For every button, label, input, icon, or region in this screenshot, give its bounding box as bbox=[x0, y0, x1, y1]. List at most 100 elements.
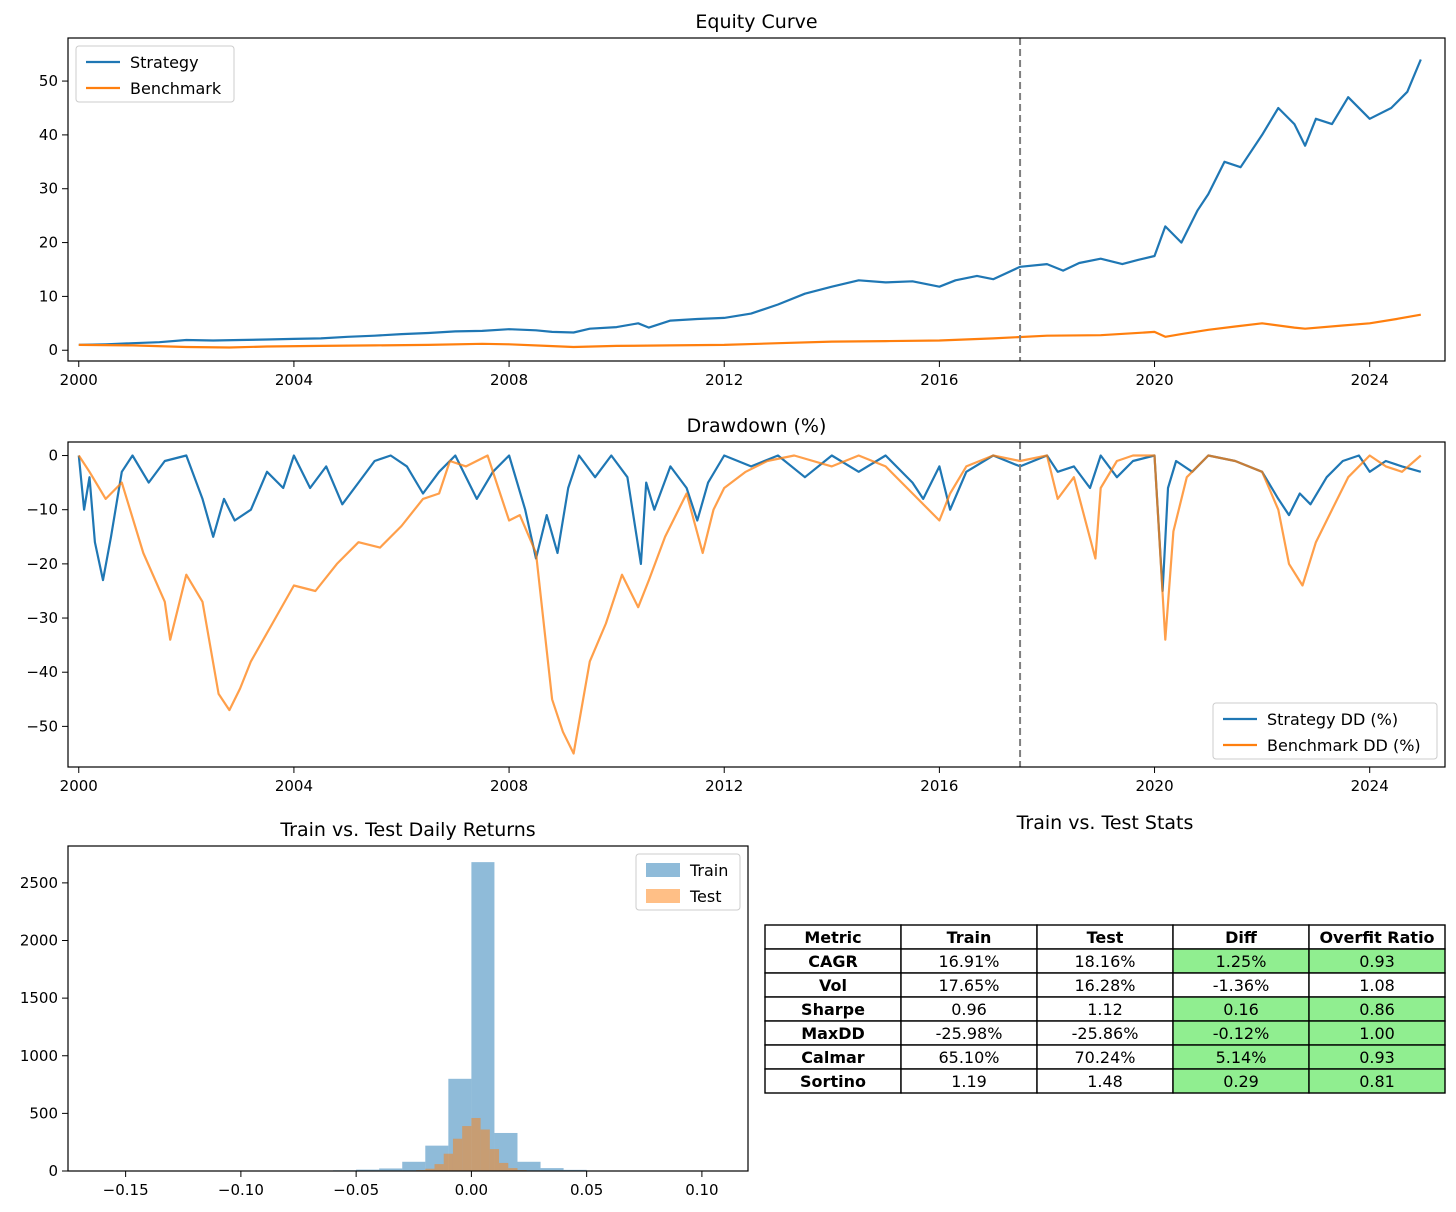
plot-frame bbox=[67, 37, 1446, 362]
y-tick-label: 30 bbox=[39, 180, 58, 198]
x-tick-label: 2024 bbox=[1351, 777, 1389, 795]
legend: Strategy DD (%) Benchmark DD (%) bbox=[1212, 702, 1438, 760]
table-cell-text: 17.65% bbox=[938, 976, 999, 995]
x-tick-label: 2000 bbox=[60, 371, 98, 389]
legend-label: Benchmark DD (%) bbox=[1267, 736, 1421, 755]
x-tick-label: −0.15 bbox=[103, 1181, 149, 1199]
hist-bar-test bbox=[489, 1149, 500, 1171]
x-tick-label: −0.05 bbox=[333, 1181, 379, 1199]
hist-bar-test bbox=[452, 1138, 463, 1171]
hist-bar-test bbox=[434, 1164, 444, 1171]
y-tick-label: 50 bbox=[39, 72, 58, 90]
y-tick-label: 2500 bbox=[20, 874, 58, 892]
legend-label: Strategy DD (%) bbox=[1267, 710, 1398, 729]
table-header-text: Overfit Ratio bbox=[1319, 928, 1434, 947]
x-tick-label: 2012 bbox=[705, 371, 743, 389]
table-header-cell bbox=[764, 924, 902, 950]
table-cell bbox=[1172, 1020, 1310, 1046]
table-cell-text: 65.10% bbox=[938, 1048, 999, 1067]
y-tick-label: 2000 bbox=[20, 932, 58, 950]
x-tick-label: 0.10 bbox=[685, 1181, 718, 1199]
y-tick-label: −30 bbox=[26, 609, 58, 627]
table-cell bbox=[1172, 1044, 1310, 1070]
series-line-benchmark-dd- bbox=[77, 454, 1422, 755]
x-tick-label: 0.05 bbox=[570, 1181, 603, 1199]
hist-bar-train bbox=[379, 1168, 403, 1171]
table-cell bbox=[900, 1068, 1038, 1094]
y-tick-label: 1500 bbox=[20, 989, 58, 1007]
table-header-text: Metric bbox=[804, 928, 861, 947]
table-title: Train vs. Test Stats bbox=[1016, 812, 1194, 834]
table-cell-text: 0.86 bbox=[1359, 1000, 1395, 1019]
hist-bar-train bbox=[540, 1168, 564, 1171]
x-tick-label: 2016 bbox=[920, 777, 958, 795]
y-tick-label: 0 bbox=[48, 447, 58, 465]
x-tick-label: 2012 bbox=[705, 777, 743, 795]
hist-bar-test bbox=[443, 1153, 453, 1171]
table-cell-text: 16.91% bbox=[938, 952, 999, 971]
hist-bar-train bbox=[517, 1161, 541, 1171]
table-header-text: Train bbox=[947, 928, 992, 947]
legend-box bbox=[1212, 702, 1438, 760]
table-cell-text: 70.24% bbox=[1074, 1048, 1135, 1067]
stats-table: Train vs. Test Stats Metric Train Test Diff O… bbox=[764, 812, 1446, 1094]
legend: Strategy Benchmark bbox=[75, 45, 235, 103]
y-tick-label: −40 bbox=[26, 663, 58, 681]
x-tick-label: 2008 bbox=[490, 371, 528, 389]
y-tick-label: 10 bbox=[39, 287, 58, 305]
table-cell-text: 0.16 bbox=[1223, 1000, 1259, 1019]
table-cell-text: 1.25% bbox=[1216, 952, 1267, 971]
legend-label: Test bbox=[689, 887, 722, 906]
y-tick-label: 500 bbox=[29, 1104, 58, 1122]
x-tick-label: 2020 bbox=[1135, 371, 1173, 389]
x-tick-label: 2008 bbox=[490, 777, 528, 795]
x-tick-label: 2004 bbox=[275, 371, 313, 389]
chart-3: Train vs. Test Daily Returns −0.15 −0.10 −0… bbox=[20, 819, 749, 1199]
hist-bar-train bbox=[402, 1161, 426, 1171]
table-cell bbox=[1308, 1044, 1446, 1070]
table-cell-text: 16.28% bbox=[1074, 976, 1135, 995]
hist-bar-train bbox=[356, 1169, 380, 1171]
table-cell-text: CAGR bbox=[808, 952, 858, 971]
series-line-benchmark bbox=[78, 313, 1421, 349]
plot-frame bbox=[67, 845, 749, 1172]
table-cell-text: -1.36% bbox=[1213, 976, 1270, 995]
hist-bar-train bbox=[494, 1132, 518, 1171]
x-tick-label: −0.10 bbox=[218, 1181, 264, 1199]
chart-2: Drawdown (%) 2000 2004 2008 2012 2016 2020 2024… bbox=[26, 415, 1446, 795]
table-header-cell bbox=[900, 924, 1038, 950]
x-tick-label: 0.00 bbox=[455, 1181, 488, 1199]
table-cell-text: 0.93 bbox=[1359, 952, 1395, 971]
table-cell bbox=[1308, 996, 1446, 1022]
x-tick-label: 2020 bbox=[1135, 777, 1173, 795]
table-cell-text: 1.08 bbox=[1359, 976, 1395, 995]
table-cell-text: Sortino bbox=[800, 1072, 866, 1091]
y-tick-label: 0 bbox=[48, 1162, 58, 1180]
y-tick-label: 40 bbox=[39, 126, 58, 144]
chart-title: Drawdown (%) bbox=[687, 415, 827, 437]
series-line-strategy-dd- bbox=[77, 454, 1422, 593]
y-tick-label: −20 bbox=[26, 555, 58, 573]
table-cell bbox=[764, 996, 902, 1022]
table-cell-text: 0.81 bbox=[1359, 1072, 1395, 1091]
table-cell bbox=[1036, 948, 1174, 974]
table-cell-text: Calmar bbox=[801, 1048, 864, 1067]
table-cell bbox=[1172, 1068, 1310, 1094]
x-tick-label: 2004 bbox=[275, 777, 313, 795]
table-cell-text: 18.16% bbox=[1074, 952, 1135, 971]
chart-title: Train vs. Test Daily Returns bbox=[279, 819, 535, 841]
table-cell bbox=[1308, 1068, 1446, 1094]
plot-frame bbox=[67, 441, 1446, 768]
table-cell-text: 1.00 bbox=[1359, 1024, 1395, 1043]
series-line-strategy bbox=[78, 59, 1422, 346]
chart-title: Equity Curve bbox=[695, 11, 817, 33]
hist-bar-test bbox=[462, 1126, 472, 1171]
table-cell-text: -0.12% bbox=[1213, 1024, 1270, 1043]
table-cell-text: MaxDD bbox=[801, 1024, 865, 1043]
table-cell bbox=[900, 972, 1038, 998]
table-cell-text: Sharpe bbox=[801, 1000, 865, 1019]
hist-bar-test bbox=[499, 1162, 509, 1171]
table-cell bbox=[1036, 1068, 1174, 1094]
y-tick-label: −50 bbox=[26, 717, 58, 735]
